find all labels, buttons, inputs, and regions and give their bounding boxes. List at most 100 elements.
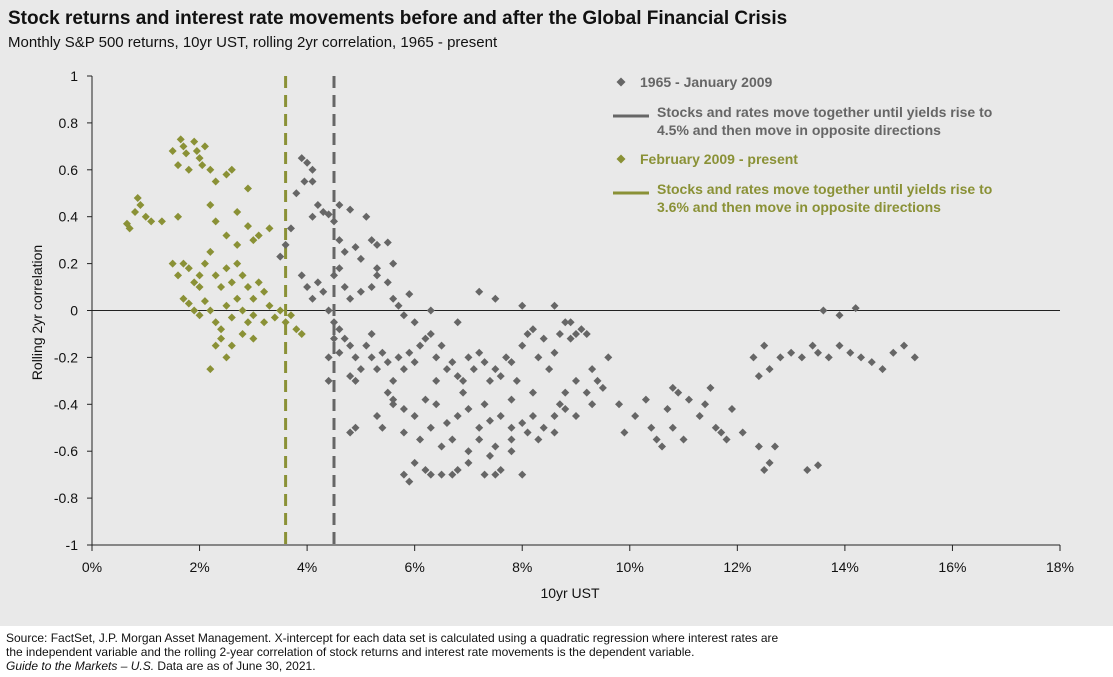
point-post-gfc	[243, 184, 252, 193]
point-pre-gfc	[469, 365, 478, 374]
point-pre-gfc	[432, 400, 441, 409]
point-pre-gfc	[528, 412, 537, 421]
point-post-gfc	[206, 165, 215, 174]
point-pre-gfc	[561, 388, 570, 397]
point-post-gfc	[238, 329, 247, 338]
point-pre-gfc	[631, 412, 640, 421]
point-pre-gfc	[507, 395, 516, 404]
point-pre-gfc	[448, 470, 457, 479]
point-pre-gfc	[485, 416, 494, 425]
point-post-gfc	[211, 177, 220, 186]
point-pre-gfc	[835, 311, 844, 320]
point-post-gfc	[276, 306, 285, 315]
point-post-gfc	[179, 259, 188, 268]
point-post-gfc	[190, 137, 199, 146]
point-pre-gfc	[389, 395, 398, 404]
point-pre-gfc	[399, 311, 408, 320]
point-post-gfc	[233, 294, 242, 303]
point-post-gfc	[249, 311, 258, 320]
point-post-gfc	[222, 264, 231, 273]
point-pre-gfc	[491, 470, 500, 479]
point-pre-gfc	[373, 412, 382, 421]
point-pre-gfc	[507, 435, 516, 444]
point-pre-gfc	[459, 376, 468, 385]
point-post-gfc	[184, 299, 193, 308]
point-pre-gfc	[523, 329, 532, 338]
point-pre-gfc	[389, 294, 398, 303]
point-pre-gfc	[351, 243, 360, 252]
point-pre-gfc	[330, 217, 338, 226]
point-pre-gfc	[426, 306, 435, 315]
x-tick-label: 10%	[616, 559, 644, 575]
legend-marker-icon	[616, 77, 626, 87]
point-pre-gfc	[496, 465, 505, 474]
x-tick-label: 0%	[82, 559, 102, 575]
point-pre-gfc	[405, 348, 414, 357]
point-pre-gfc	[518, 419, 527, 428]
point-pre-gfc	[814, 461, 822, 470]
point-pre-gfc	[405, 290, 414, 299]
point-post-gfc	[176, 135, 185, 144]
point-pre-gfc	[464, 353, 473, 362]
point-post-gfc	[211, 271, 220, 280]
point-pre-gfc	[362, 341, 371, 350]
point-pre-gfc	[421, 465, 430, 474]
point-pre-gfc	[518, 341, 527, 350]
y-tick-label: 0.4	[59, 209, 79, 225]
point-post-gfc	[200, 297, 209, 306]
point-pre-gfc	[335, 236, 344, 245]
point-pre-gfc	[416, 341, 425, 350]
point-pre-gfc	[550, 428, 559, 437]
point-pre-gfc	[518, 301, 527, 310]
point-pre-gfc	[491, 294, 500, 303]
point-pre-gfc	[308, 177, 317, 186]
point-post-gfc	[227, 341, 236, 350]
point-post-gfc	[243, 283, 252, 292]
point-post-gfc	[217, 325, 226, 334]
point-post-gfc	[195, 283, 204, 292]
point-post-gfc	[238, 271, 247, 280]
point-pre-gfc	[373, 240, 382, 249]
point-pre-gfc	[475, 287, 484, 296]
point-pre-gfc	[491, 365, 500, 374]
point-pre-gfc	[835, 341, 844, 350]
footnote-line-2: the independent variable and the rolling…	[6, 645, 695, 659]
legend-description: 3.6% and then move in opposite direction…	[657, 199, 941, 215]
point-pre-gfc	[539, 423, 548, 432]
chart-subtitle: Monthly S&P 500 returns, 10yr UST, rolli…	[8, 34, 498, 51]
point-pre-gfc	[373, 264, 382, 273]
point-pre-gfc	[426, 329, 435, 338]
point-post-gfc	[254, 231, 263, 240]
point-pre-gfc	[292, 189, 301, 198]
point-post-gfc	[254, 278, 263, 287]
point-pre-gfc	[878, 365, 887, 374]
point-post-gfc	[260, 287, 269, 296]
point-pre-gfc	[803, 465, 812, 474]
point-pre-gfc	[711, 423, 720, 432]
point-post-gfc	[270, 313, 279, 322]
point-pre-gfc	[346, 372, 355, 381]
point-post-gfc	[198, 161, 207, 170]
point-pre-gfc	[480, 400, 489, 409]
point-pre-gfc	[297, 154, 306, 163]
point-pre-gfc	[346, 294, 355, 303]
point-pre-gfc	[528, 388, 537, 397]
point-pre-gfc	[410, 412, 419, 421]
point-post-gfc	[227, 278, 236, 287]
point-pre-gfc	[507, 423, 516, 432]
point-pre-gfc	[346, 341, 355, 350]
point-pre-gfc	[399, 428, 408, 437]
point-pre-gfc	[437, 470, 446, 479]
point-post-gfc	[260, 318, 269, 327]
point-pre-gfc	[324, 353, 333, 362]
point-pre-gfc	[776, 353, 785, 362]
point-post-gfc	[217, 283, 226, 292]
legend-description: 4.5% and then move in opposite direction…	[657, 122, 941, 138]
point-pre-gfc	[378, 423, 387, 432]
point-pre-gfc	[534, 353, 543, 362]
point-pre-gfc	[453, 372, 462, 381]
point-pre-gfc	[453, 318, 462, 327]
point-pre-gfc	[900, 341, 909, 350]
chart-panel	[0, 0, 1113, 626]
point-pre-gfc	[437, 442, 446, 451]
